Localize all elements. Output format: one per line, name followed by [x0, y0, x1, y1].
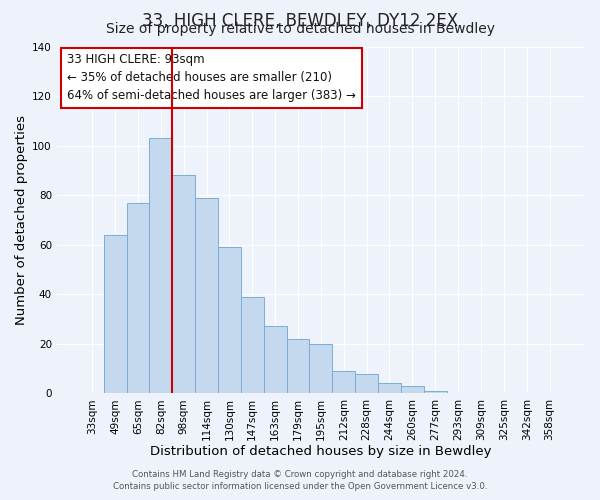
Bar: [127, 202, 149, 394]
Text: 33 HIGH CLERE: 93sqm
← 35% of detached houses are smaller (210)
64% of semi-deta: 33 HIGH CLERE: 93sqm ← 35% of detached h…: [67, 54, 356, 102]
Bar: [401, 386, 424, 394]
X-axis label: Distribution of detached houses by size in Bewdley: Distribution of detached houses by size …: [150, 444, 491, 458]
Bar: [424, 391, 446, 394]
Text: 33, HIGH CLERE, BEWDLEY, DY12 2EX: 33, HIGH CLERE, BEWDLEY, DY12 2EX: [142, 12, 458, 30]
Bar: [104, 235, 127, 394]
Bar: [378, 384, 401, 394]
Bar: [310, 344, 332, 394]
Bar: [264, 326, 287, 394]
Bar: [355, 374, 378, 394]
Bar: [172, 176, 195, 394]
Bar: [287, 339, 310, 394]
Text: Size of property relative to detached houses in Bewdley: Size of property relative to detached ho…: [106, 22, 494, 36]
Bar: [241, 296, 264, 394]
Bar: [195, 198, 218, 394]
Text: Contains HM Land Registry data © Crown copyright and database right 2024.
Contai: Contains HM Land Registry data © Crown c…: [113, 470, 487, 491]
Bar: [149, 138, 172, 394]
Y-axis label: Number of detached properties: Number of detached properties: [15, 115, 28, 325]
Bar: [218, 247, 241, 394]
Bar: [332, 371, 355, 394]
